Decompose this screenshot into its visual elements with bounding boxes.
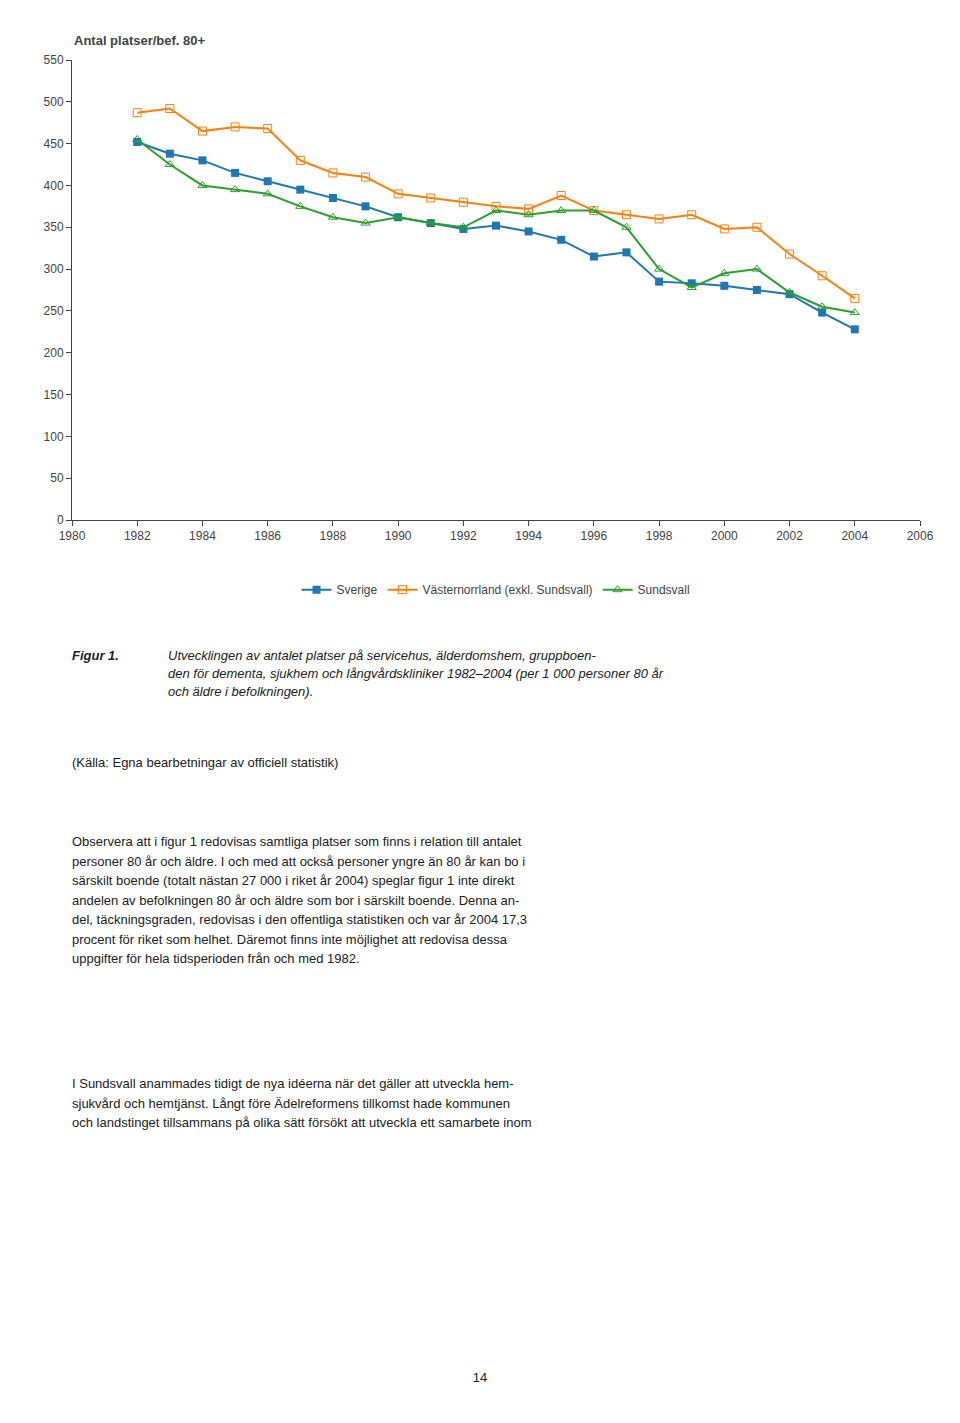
svg-text:400: 400	[44, 179, 64, 193]
html-text:I Sundsvall anammades tidigt d: I Sundsvall anammades tidigt de nya idée…	[72, 1076, 532, 1130]
svg-text:300: 300	[44, 262, 64, 276]
svg-text:450: 450	[44, 137, 64, 151]
svg-text:2004: 2004	[841, 529, 868, 543]
svg-text:1996: 1996	[580, 529, 607, 543]
svg-text:250: 250	[44, 304, 64, 318]
svg-text:Sundsvall: Sundsvall	[638, 583, 690, 597]
svg-text:1992: 1992	[450, 529, 477, 543]
svg-text:50: 50	[50, 471, 64, 485]
svg-text:550: 550	[44, 53, 64, 67]
html-text:Utvecklingen av antalet platse: Utvecklingen av antalet platser på servi…	[168, 648, 663, 700]
html-text:(Källa: Egna bearbetningar av: (Källa: Egna bearbetningar av officiell …	[72, 755, 339, 770]
svg-text:500: 500	[44, 95, 64, 109]
html-text:Observera att i figur 1 redovi: Observera att i figur 1 redovisas samtli…	[72, 834, 527, 966]
svg-text:1998: 1998	[646, 529, 673, 543]
svg-text:350: 350	[44, 220, 64, 234]
html-text:Figur 1.: Figur 1.	[72, 648, 119, 663]
svg-text:1986: 1986	[254, 529, 281, 543]
svg-text:Antal platser/bef. 80+: Antal platser/bef. 80+	[74, 33, 206, 48]
svg-text:1988: 1988	[320, 529, 347, 543]
svg-text:1982: 1982	[124, 529, 151, 543]
svg-text:1980: 1980	[59, 529, 86, 543]
svg-text:2002: 2002	[776, 529, 803, 543]
svg-text:200: 200	[44, 346, 64, 360]
svg-text:2000: 2000	[711, 529, 738, 543]
svg-text:1994: 1994	[515, 529, 542, 543]
svg-text:0: 0	[57, 513, 64, 527]
svg-text:100: 100	[44, 430, 64, 444]
html-text:14: 14	[472, 1370, 488, 1385]
svg-text:1990: 1990	[385, 529, 412, 543]
svg-text:1984: 1984	[189, 529, 216, 543]
svg-text:Sverige: Sverige	[337, 583, 378, 597]
svg-text:2006: 2006	[907, 529, 934, 543]
svg-text:Västernorrland (exkl. Sundsval: Västernorrland (exkl. Sundsvall)	[423, 583, 593, 597]
svg-text:150: 150	[44, 388, 64, 402]
